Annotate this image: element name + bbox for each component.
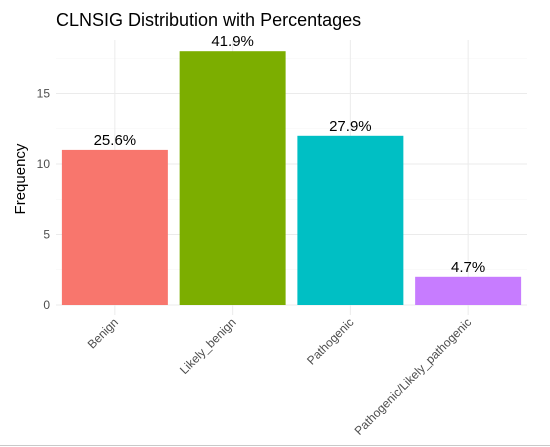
y-tick-label: 15: [37, 87, 51, 101]
bar-value-label: 4.7%: [451, 259, 485, 276]
bar: [297, 135, 404, 305]
x-tick-label: Benign: [85, 315, 121, 351]
y-tick-label: 0: [43, 298, 50, 312]
x-tick-label: Pathogenic: [304, 315, 356, 367]
x-tick-label: Likely_benign: [177, 315, 239, 377]
x-axis: Benign Likely_benign PathogenicPathogenic/…: [85, 315, 475, 438]
y-tick-label: 10: [37, 157, 51, 171]
bar: [179, 51, 286, 306]
y-axis: 0 5 10 15: [37, 87, 51, 313]
bottom-divider: [0, 445, 550, 446]
chart-title: CLNSIG Distribution with Percentages: [56, 10, 361, 30]
bar-value-label: 25.6%: [94, 132, 137, 149]
bar: [415, 276, 522, 305]
bar: [61, 149, 168, 305]
y-tick-label: 5: [43, 228, 50, 242]
y-axis-label: Frequency: [12, 143, 29, 214]
bars: [61, 51, 522, 306]
bar-value-label: 41.9%: [211, 33, 254, 50]
x-tick-label: Pathogenic/Likely_pathogenic: [352, 315, 475, 438]
bar-labels: 25.6% 41.9% 27.9% 4.7%: [94, 33, 486, 276]
bar-value-label: 27.9%: [329, 118, 372, 135]
